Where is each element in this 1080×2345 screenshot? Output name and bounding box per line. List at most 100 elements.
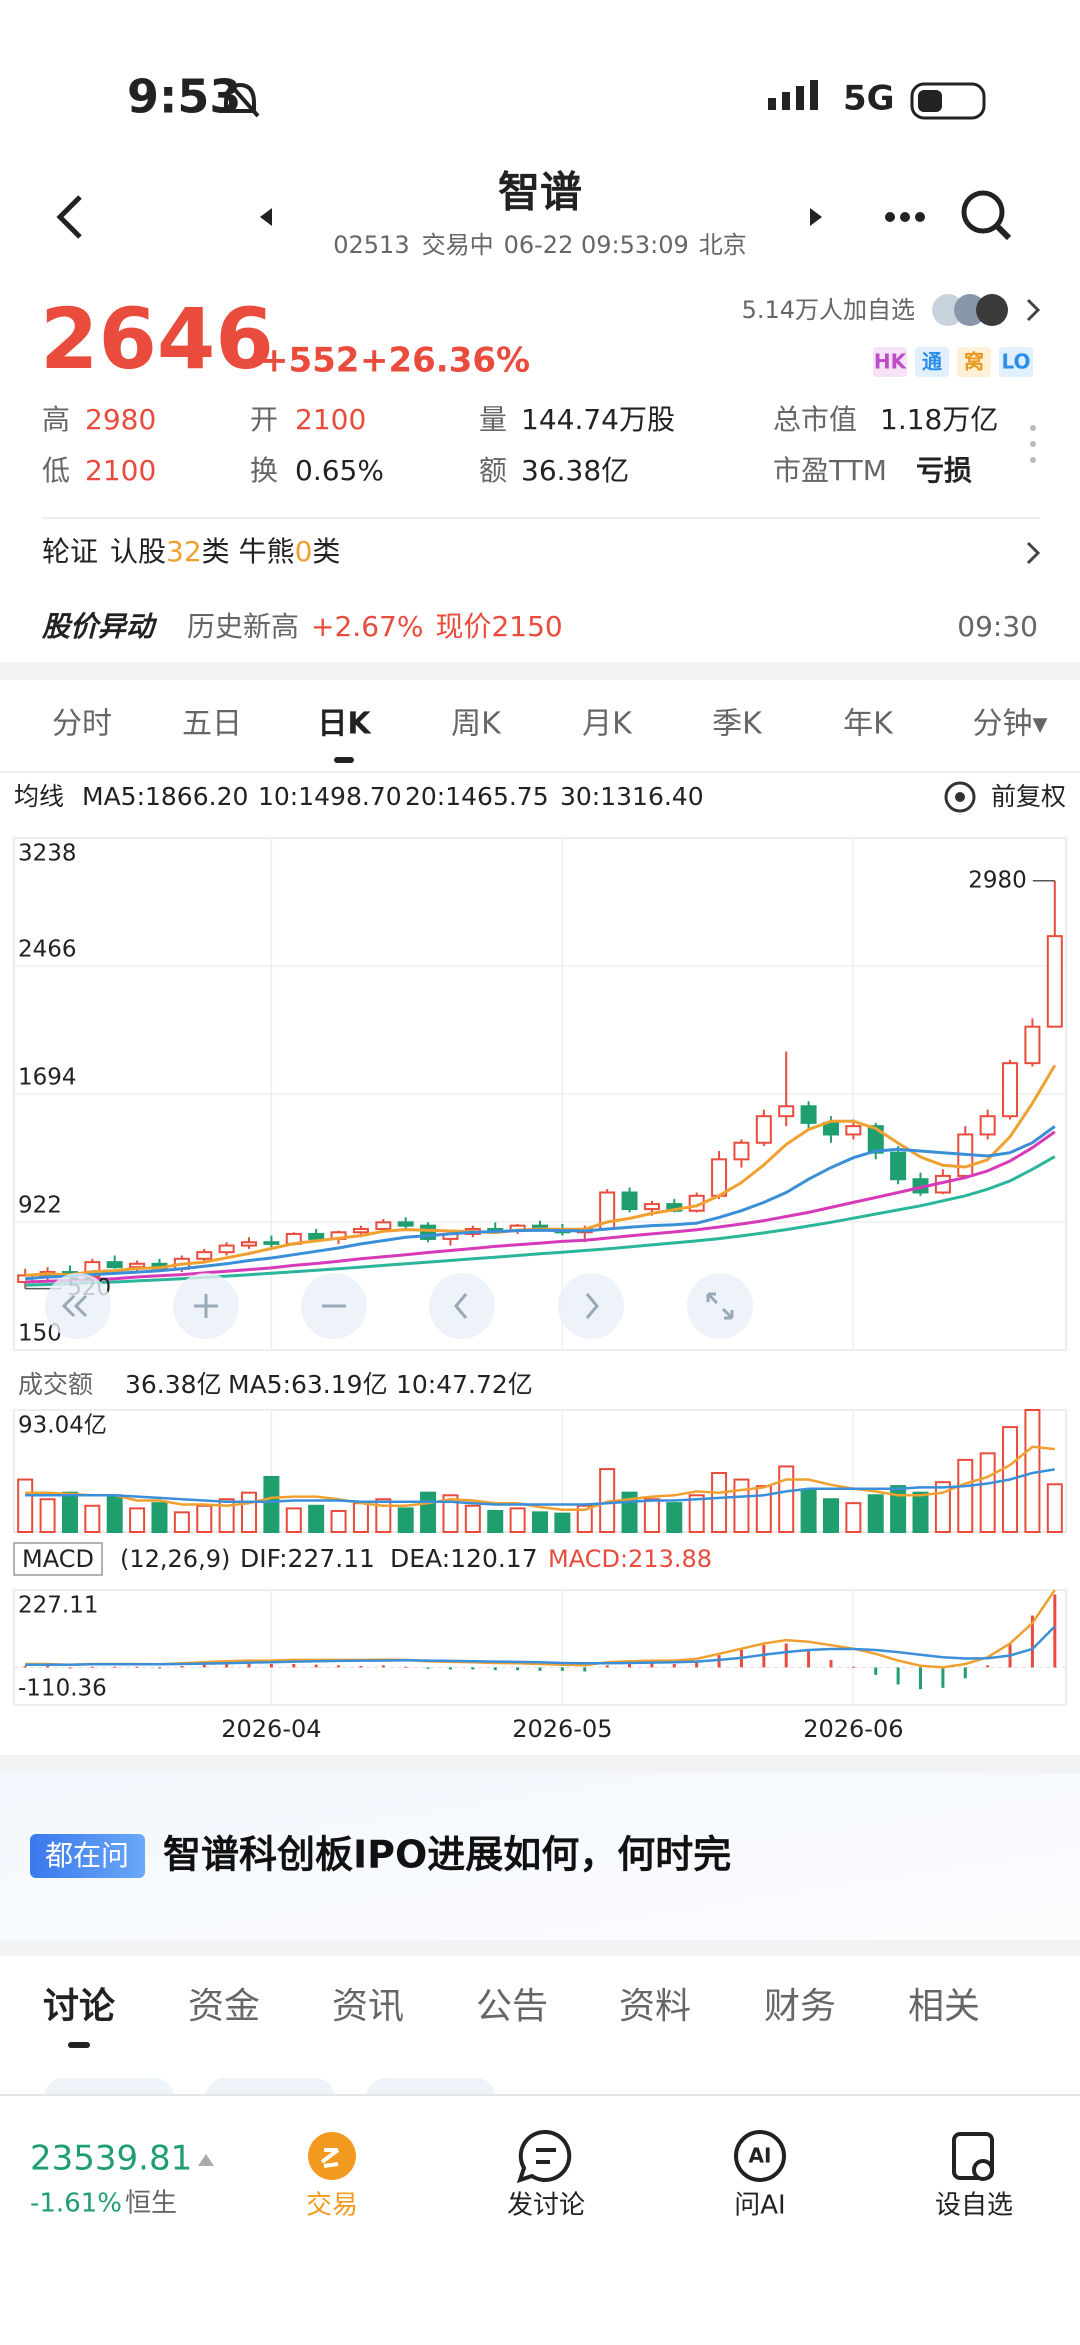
y-tick-label: 93.04亿 xyxy=(18,1413,107,1439)
period-tab[interactable]: 季K xyxy=(712,707,763,742)
legend-entry: 10:47.72亿 xyxy=(396,1370,533,1399)
stat-value: 2980 xyxy=(85,403,156,436)
more-button[interactable] xyxy=(885,212,925,222)
macd-bar xyxy=(941,1667,945,1688)
stock-code: 02513 xyxy=(333,231,409,259)
macd-bar xyxy=(90,1666,94,1668)
separator xyxy=(0,1940,1080,1956)
ai-card[interactable] xyxy=(0,1773,1080,1940)
period-tab[interactable]: 分钟▾ xyxy=(972,707,1047,742)
macd-bar xyxy=(874,1667,878,1675)
macd-bar xyxy=(672,1663,676,1668)
macd-bar xyxy=(829,1659,833,1668)
content-tab[interactable]: 公告 xyxy=(476,1986,548,2027)
stat-value: 1.18万亿 xyxy=(880,403,998,436)
next-stock[interactable] xyxy=(810,208,822,226)
chart-control[interactable] xyxy=(687,1273,753,1339)
status-time: 9:53 xyxy=(127,70,241,124)
nav-trade-icon[interactable] xyxy=(308,2132,356,2180)
period-tab[interactable]: 月K xyxy=(582,707,633,742)
tab-indicator xyxy=(334,757,354,763)
macd-bar xyxy=(896,1667,900,1685)
stat-label: 开 xyxy=(250,403,278,436)
stat-label: 换 xyxy=(250,454,278,487)
stats-more[interactable] xyxy=(1030,425,1036,463)
volume-bar xyxy=(397,1507,414,1533)
content-tab-active[interactable]: 讨论 xyxy=(43,1986,116,2027)
macd-bar-name: MACD:213.88 xyxy=(548,1545,712,1573)
content-tab[interactable]: 财务 xyxy=(764,1986,836,2027)
period-tab-active[interactable]: 日K xyxy=(317,707,372,742)
volume-bar xyxy=(979,1452,996,1534)
candle-body xyxy=(352,1227,369,1234)
search-button[interactable] xyxy=(961,190,1012,241)
index-value[interactable]: 23539.81 xyxy=(30,2139,192,2179)
content-tab[interactable]: 资料 xyxy=(619,1986,691,2027)
separator xyxy=(0,1755,1080,1773)
nav-label[interactable]: 设自选 xyxy=(935,2191,1013,2221)
macd-bar xyxy=(247,1663,251,1668)
content-tab[interactable]: 相关 xyxy=(908,1986,980,2027)
nav-label[interactable]: 问AI xyxy=(734,2191,785,2221)
nav-label[interactable]: 发讨论 xyxy=(507,2191,585,2221)
stock-subtitle: 02513 交易中 06-22 09:53:09 北京 xyxy=(333,231,747,259)
nav-discuss-icon[interactable] xyxy=(516,2129,572,2184)
period-tab[interactable]: 周K xyxy=(451,707,502,742)
macd-bar xyxy=(46,1666,50,1668)
volume-bar xyxy=(420,1491,437,1534)
volume-bar xyxy=(39,1498,56,1533)
line-series xyxy=(25,1130,1056,1284)
adjust-label[interactable]: 前复权 xyxy=(991,782,1066,811)
macd-bar xyxy=(135,1666,139,1668)
volume-bar xyxy=(957,1458,974,1534)
period-tab[interactable]: 五日 xyxy=(182,707,242,742)
separator xyxy=(0,662,1080,680)
candle-body xyxy=(822,1121,839,1136)
candle-body xyxy=(643,1203,660,1211)
nav-watch-icon[interactable] xyxy=(952,2132,994,2181)
macd-params: (12,26,9) xyxy=(120,1545,230,1573)
ma-label: 均线 xyxy=(14,782,64,811)
volume-bar xyxy=(755,1485,772,1533)
ai-question[interactable]: 智谱科创板IPO进展如何，何时完 xyxy=(163,1833,731,1877)
warrants[interactable]: 轮证 认股32类 牛熊0类 xyxy=(42,535,340,568)
content-tab[interactable]: 资金 xyxy=(188,1986,260,2027)
macd-bar xyxy=(560,1667,564,1671)
stat-value: 0.65% xyxy=(295,454,384,487)
volume-bar xyxy=(308,1504,325,1534)
nav-ai-icon[interactable] xyxy=(734,2130,786,2182)
nav-ai-icon-text: AI xyxy=(749,2144,772,2168)
followers-arrow[interactable] xyxy=(1026,298,1041,322)
stock-name: 智谱 xyxy=(498,168,582,217)
period-tab[interactable]: 分时 xyxy=(52,707,112,742)
line-series xyxy=(25,1445,1055,1511)
trade-city: 北京 xyxy=(699,231,747,259)
volume-bar xyxy=(912,1491,929,1534)
warrants-part: 类 xyxy=(312,535,340,568)
period-tab[interactable]: 年K xyxy=(843,707,894,742)
adjust-icon[interactable] xyxy=(944,781,976,813)
y-tick-label: 1694 xyxy=(18,1065,77,1091)
candle-body xyxy=(800,1105,817,1124)
chart-control[interactable] xyxy=(558,1273,624,1339)
candle-body xyxy=(778,1105,795,1118)
volume-bar xyxy=(263,1475,280,1533)
volume-bar xyxy=(890,1485,907,1533)
alert-time: 09:30 xyxy=(957,610,1038,643)
volume-bar xyxy=(733,1478,750,1533)
chart-control[interactable] xyxy=(429,1273,495,1339)
volume-bar xyxy=(643,1498,660,1533)
warrants-arrow[interactable] xyxy=(1026,541,1041,565)
prev-stock[interactable] xyxy=(260,208,272,226)
macd-bar xyxy=(359,1666,363,1668)
macd-bar xyxy=(762,1644,766,1668)
candle-body xyxy=(129,1262,146,1269)
macd-bar xyxy=(269,1663,273,1668)
volume-bar xyxy=(464,1504,481,1534)
back-button[interactable] xyxy=(56,195,82,239)
macd-bar xyxy=(717,1655,721,1668)
chart-control-icon xyxy=(585,1293,599,1319)
content-tab[interactable]: 资讯 xyxy=(332,1986,404,2027)
nav-label[interactable]: 交易 xyxy=(306,2191,358,2221)
